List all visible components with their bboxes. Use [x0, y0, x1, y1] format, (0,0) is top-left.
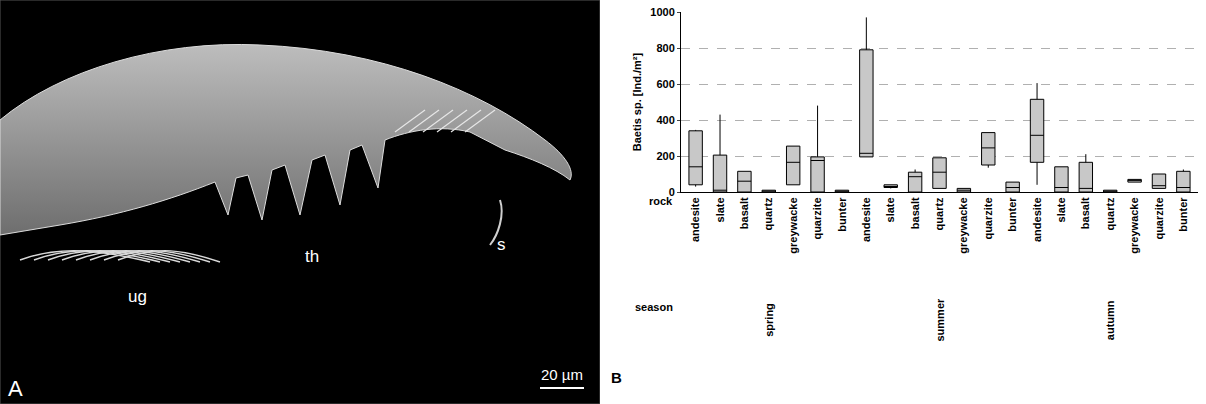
svg-text:slate: slate — [714, 197, 726, 222]
svg-text:spring: spring — [763, 303, 775, 337]
svg-text:season: season — [635, 301, 673, 313]
svg-text:greywacke: greywacke — [787, 197, 799, 253]
svg-text:1000: 1000 — [650, 6, 674, 18]
svg-text:600: 600 — [656, 78, 674, 90]
svg-text:quarzite: quarzite — [1153, 197, 1165, 239]
svg-text:quartz: quartz — [933, 197, 945, 231]
svg-text:bunter: bunter — [1177, 197, 1189, 232]
svg-text:quarzite: quarzite — [982, 197, 994, 239]
svg-text:400: 400 — [656, 114, 674, 126]
svg-text:andesite: andesite — [860, 197, 872, 242]
svg-text:bunter: bunter — [1006, 197, 1018, 232]
svg-text:B: B — [611, 369, 622, 386]
svg-text:andesite: andesite — [1031, 197, 1043, 242]
svg-text:bunter: bunter — [836, 197, 848, 232]
svg-text:basalt: basalt — [738, 197, 750, 229]
svg-text:slate: slate — [884, 197, 896, 222]
svg-text:slate: slate — [1055, 197, 1067, 222]
svg-text:0: 0 — [669, 186, 675, 198]
svg-text:quartz: quartz — [762, 197, 774, 231]
svg-text:Baetis sp. [Ind./m²]: Baetis sp. [Ind./m²] — [631, 52, 643, 151]
svg-text:s: s — [497, 235, 506, 254]
svg-text:A: A — [8, 376, 23, 401]
svg-text:th: th — [305, 247, 319, 266]
svg-text:800: 800 — [656, 42, 674, 54]
svg-text:basalt: basalt — [1079, 197, 1091, 229]
svg-text:greywacke: greywacke — [1128, 197, 1140, 253]
svg-text:20 µm: 20 µm — [541, 366, 583, 383]
svg-text:basalt: basalt — [909, 197, 921, 229]
svg-text:quarzite: quarzite — [811, 197, 823, 239]
svg-text:andesite: andesite — [689, 197, 701, 242]
svg-text:ug: ug — [128, 287, 147, 306]
svg-text:rock: rock — [649, 195, 673, 207]
svg-text:greywacke: greywacke — [957, 197, 969, 253]
svg-text:autumn: autumn — [1104, 300, 1116, 340]
svg-text:200: 200 — [656, 150, 674, 162]
svg-text:quartz: quartz — [1104, 197, 1116, 231]
svg-text:summer: summer — [934, 298, 946, 342]
